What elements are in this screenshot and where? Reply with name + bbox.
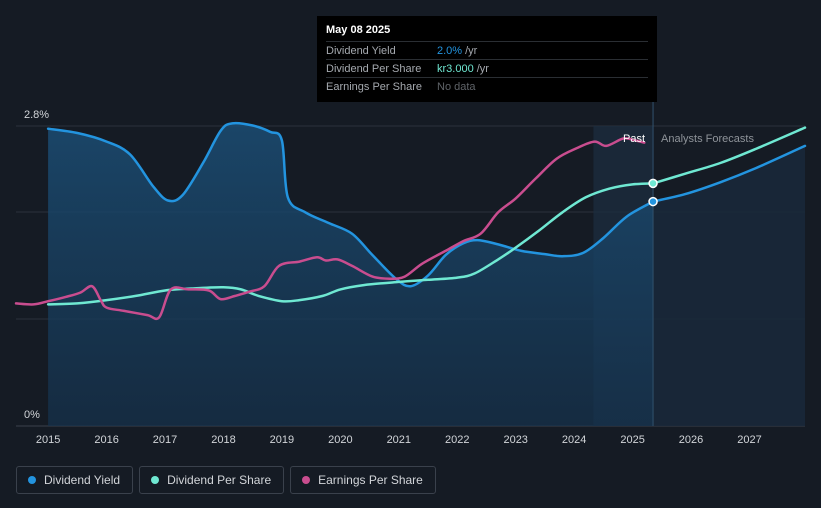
tooltip-unit: /yr: [476, 62, 489, 75]
x-tick-label: 2022: [445, 434, 469, 446]
x-tick-label: 2026: [679, 434, 703, 446]
x-tick-label: 2020: [328, 434, 352, 446]
dividend-yield-line: [46, 121, 655, 288]
legend-item-earnings-per-share[interactable]: Earnings Per Share: [290, 466, 436, 494]
tooltip-value: 2.0%: [437, 44, 463, 57]
line-layer: [14, 121, 807, 321]
tooltip-value: kr3.000: [437, 62, 474, 75]
y-axis-label-bottom: 0%: [24, 409, 40, 421]
x-tick-label: 2027: [737, 434, 761, 446]
analysts-forecasts-label: Analysts Forecasts: [661, 133, 754, 145]
legend-dot-icon: [302, 476, 311, 484]
tooltip-value: No data: [437, 80, 476, 93]
x-tick-label: 2018: [211, 434, 235, 446]
dividend-per-share-line: [46, 182, 655, 306]
y-axis-label-top: 2.8%: [24, 109, 49, 121]
area-layer: [48, 123, 805, 427]
x-tick-label: 2023: [503, 434, 527, 446]
dividend-yield-forecast-line: [651, 144, 807, 203]
tooltip-label: Dividend Yield: [326, 44, 396, 57]
tooltip-unit: /yr: [465, 44, 478, 57]
dividend-yield-marker: [648, 196, 658, 207]
tooltip-row-dividend-per-share: Dividend Per Share kr3.000 /yr: [326, 59, 648, 77]
chart-legend: Dividend Yield Dividend Per Share Earnin…: [16, 466, 436, 494]
x-tick-label: 2017: [153, 434, 177, 446]
earnings-per-share-line: [14, 136, 646, 321]
marker-layer: [648, 178, 658, 207]
x-axis-ticks: 2015 2016 2017 2018 2019 2020 2021 2022 2023 2024…: [36, 434, 762, 446]
dividend-yield-area: [48, 123, 654, 427]
legend-item-dividend-per-share[interactable]: Dividend Per Share: [139, 466, 285, 494]
dividend-yield-forecast-area: [653, 145, 805, 426]
legend-label: Dividend Per Share: [167, 473, 272, 487]
x-tick-label: 2016: [94, 434, 118, 446]
legend-label: Dividend Yield: [44, 473, 121, 487]
past-label: Past: [623, 133, 645, 145]
tooltip-label: Dividend Per Share: [326, 62, 422, 75]
x-tick-label: 2019: [270, 434, 294, 446]
x-tick-label: 2021: [387, 434, 411, 446]
legend-label: Earnings Per Share: [318, 473, 423, 487]
dividend-per-share-forecast-line: [651, 126, 807, 185]
legend-item-dividend-yield[interactable]: Dividend Yield: [16, 466, 134, 494]
legend-dot-icon: [28, 476, 36, 484]
hover-tooltip: May 08 2025 Dividend Yield 2.0% /yr Divi…: [317, 16, 657, 102]
tooltip-date: May 08 2025: [326, 24, 391, 36]
tooltip-label: Earnings Per Share: [326, 80, 422, 93]
x-tick-label: 2025: [620, 434, 644, 446]
tooltip-row-earnings-per-share: Earnings Per Share No data: [326, 77, 648, 95]
legend-dot-icon: [151, 476, 160, 484]
dividend-per-share-marker: [648, 178, 658, 189]
tooltip-row-dividend-yield: Dividend Yield 2.0% /yr: [326, 41, 648, 59]
x-tick-label: 2015: [36, 434, 60, 446]
x-tick-label: 2024: [562, 434, 586, 446]
